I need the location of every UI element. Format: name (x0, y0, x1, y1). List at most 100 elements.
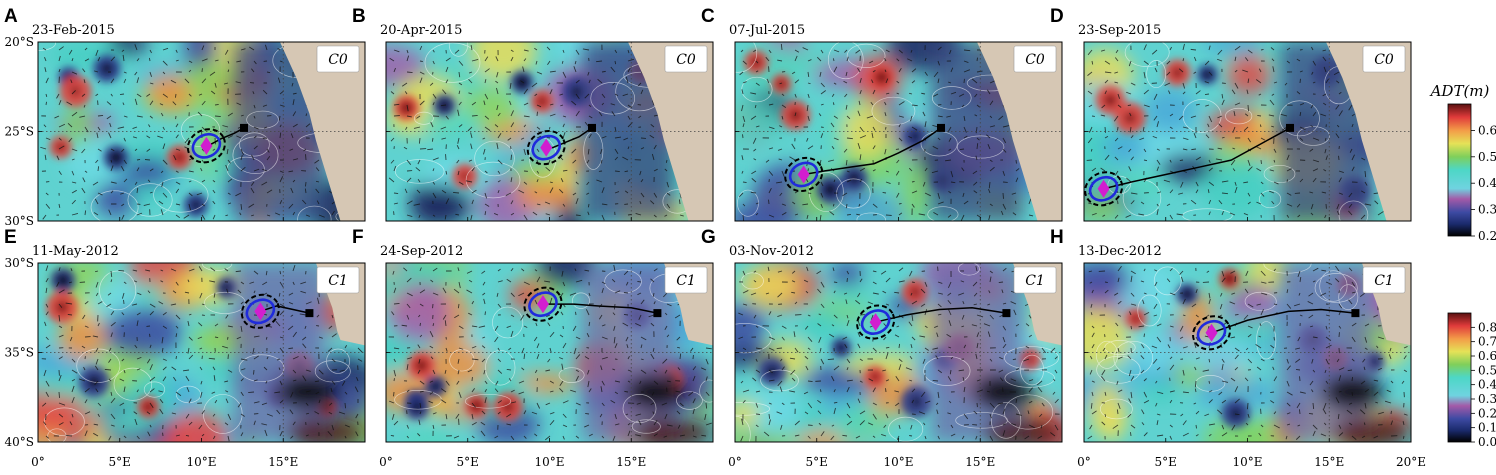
lon-tick-label: 15°E (965, 455, 995, 469)
colorbar-title: ADT(m) (1429, 82, 1490, 100)
lon-tick-label: 15°E (1314, 455, 1344, 469)
cluster-label: C0 (676, 52, 696, 68)
panel-letter: D (1050, 6, 1064, 27)
adt-field (1084, 42, 1411, 221)
cluster-label: C1 (328, 273, 348, 289)
colorbar-tick-label: 0.4 (1478, 176, 1496, 190)
lat-tick-label: 30°S (5, 214, 35, 228)
panel-date: 11-May-2012 (32, 244, 119, 259)
track-start-marker (1351, 309, 1360, 318)
lon-tick-label: 10°E (883, 455, 913, 469)
panel-letter: G (701, 227, 716, 248)
eddy-track (875, 306, 1007, 323)
colorbar-ramp (1447, 312, 1472, 443)
cluster-label: C1 (1374, 273, 1394, 289)
lon-tick-label: 20°E (1396, 455, 1426, 469)
eddy-track (803, 127, 942, 176)
map-panel-c: C0 C 07-Jul-2015 (701, 6, 1063, 222)
lon-tick-label: 10°E (186, 455, 216, 469)
panel-letter: A (4, 6, 18, 27)
eddy-outer-contour (1192, 315, 1232, 351)
lon-tick-label: 5°E (457, 455, 479, 469)
colorbar-tick-label: 0.0 (1478, 435, 1496, 449)
panel-letter: F (352, 227, 364, 248)
lon-tick-label: 0° (728, 455, 742, 469)
lon-tick-label: 10°E (534, 455, 564, 469)
panel-date: 03-Nov-2012 (729, 244, 814, 259)
map-panel-a: C0 A 23-Feb-2015 (4, 6, 366, 222)
track-start-marker (588, 123, 597, 132)
colorbar-tick-label: 0.4 (1478, 378, 1496, 392)
eddy-core-contour (788, 161, 819, 188)
eddy-center-marker (540, 138, 553, 157)
colorbar-tick-label: 0.5 (1478, 150, 1496, 164)
adt-field (386, 42, 713, 221)
lat-tick-label: 20°S (5, 35, 35, 49)
eddy-outer-contour (856, 304, 896, 340)
adt-field (38, 42, 365, 221)
panel-letter: C (701, 6, 715, 27)
colorbar-tick-label: 0.8 (1478, 320, 1496, 334)
cluster-label: C0 (328, 52, 348, 68)
colorbar-tick-label: 0.3 (1478, 392, 1496, 406)
colorbar-tick-label: 0.6 (1478, 349, 1496, 363)
eddy-center-marker (797, 165, 810, 184)
cluster-label-box (1013, 45, 1057, 73)
lon-tick-label: 5°E (1155, 455, 1177, 469)
panel-date: 07-Jul-2015 (729, 23, 805, 38)
colorbar-tick-label: 0.7 (1478, 335, 1496, 349)
map-panel-h: C1 H 13-Dec-2012 (1050, 227, 1412, 443)
eddy-outer-contour (784, 156, 824, 193)
eddy-core-contour (245, 298, 276, 325)
eddy-center-marker (536, 295, 549, 314)
panel-date: 20-Apr-2015 (380, 23, 462, 38)
track-start-marker (1002, 309, 1011, 318)
cluster-label-box (1362, 45, 1406, 73)
cluster-label-box (316, 266, 360, 294)
panel-date: 13-Dec-2012 (1078, 244, 1162, 259)
map-panel-d: C0 D 23-Sep-2015 (1050, 6, 1412, 222)
eddy-track (542, 303, 658, 314)
cluster-label: C0 (1374, 52, 1394, 68)
colorbar-tick-label: 0.2 (1478, 406, 1496, 420)
track-start-marker (305, 309, 314, 318)
eddy-outer-contour (186, 128, 226, 164)
adt-field (38, 263, 365, 442)
eddy-track (260, 305, 310, 314)
colorbar-2: 0.80.70.60.50.40.30.20.10.0 (1447, 312, 1496, 449)
adt-field (735, 42, 1062, 221)
eddy-core-contour (1088, 175, 1119, 202)
eddy-outer-contour (240, 293, 280, 329)
cluster-label: C0 (1025, 52, 1045, 68)
cluster-label: C1 (1025, 273, 1045, 289)
track-start-marker (937, 123, 946, 132)
map-panel-b: C0 B 20-Apr-2015 (352, 6, 714, 222)
panel-letter: H (1050, 227, 1064, 248)
lon-tick-label: 0° (379, 455, 393, 469)
map-panel-e: C1 E 11-May-2012 (4, 227, 366, 443)
eddy-outer-contour (523, 286, 563, 322)
track-start-marker (240, 123, 249, 132)
lat-tick-label: 40°S (5, 435, 35, 449)
colorbar-tick-label: 0.5 (1478, 363, 1496, 377)
lon-tick-label: 0° (31, 455, 45, 469)
lat-tick-label: 25°S (5, 125, 35, 139)
panel-letter: E (4, 227, 17, 248)
lon-tick-label: 5°E (806, 455, 828, 469)
colorbar-tick-label: 0.6 (1478, 123, 1496, 137)
eddy-core-contour (1196, 319, 1227, 346)
cluster-label-box (664, 45, 708, 73)
eddy-track (1211, 308, 1356, 334)
cluster-label-box (1013, 266, 1057, 294)
panel-letter: B (352, 6, 366, 27)
adt-field (386, 263, 713, 442)
panel-date: 24-Sep-2012 (380, 244, 463, 259)
eddy-track (1103, 127, 1291, 190)
colorbar-tick-label: 0.2 (1478, 229, 1496, 243)
eddy-center-marker (200, 136, 213, 155)
lat-tick-label: 30°S (5, 256, 35, 270)
eddy-center-marker (1097, 179, 1110, 198)
eddy-core-contour (191, 132, 222, 159)
lon-tick-label: 10°E (1232, 455, 1262, 469)
